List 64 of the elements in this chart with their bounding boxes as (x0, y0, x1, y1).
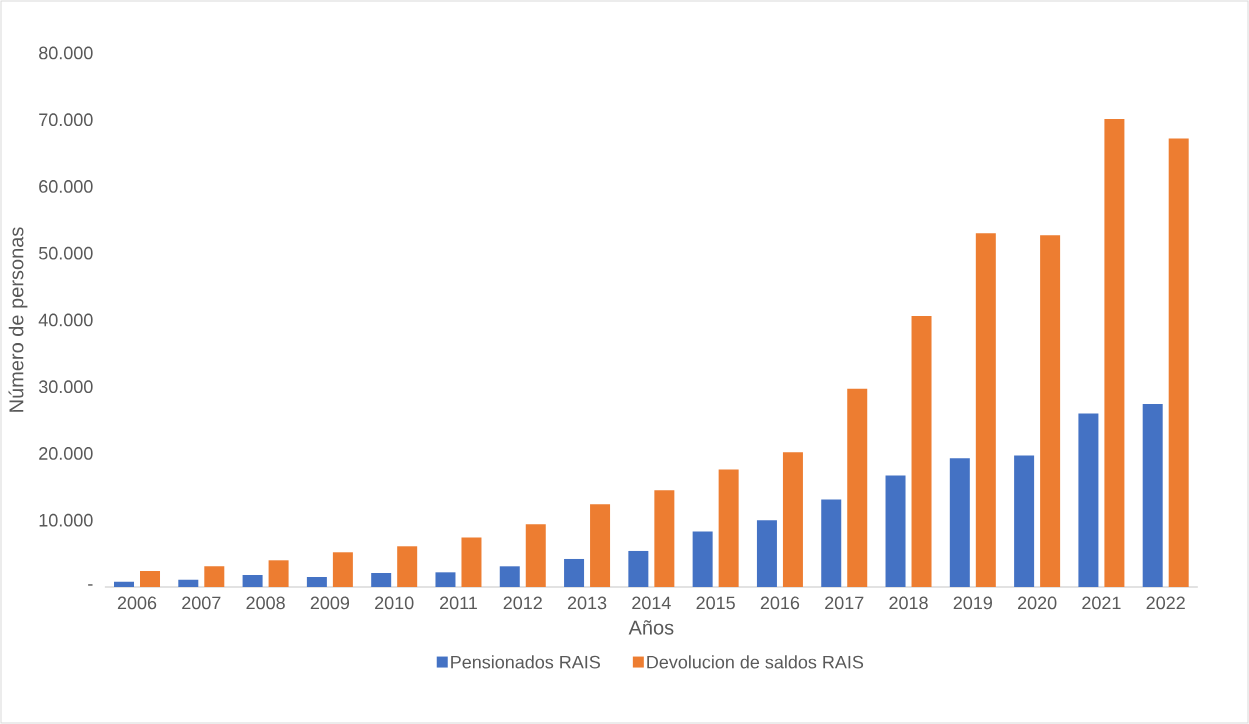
bar (525, 524, 546, 587)
bar (178, 579, 199, 587)
x-tick-label: 2020 (1018, 596, 1057, 610)
bar (821, 499, 842, 587)
x-tick-label: 2018 (889, 596, 928, 610)
y-tick-label: 40.000 (38, 313, 93, 327)
x-tick-label: 2022 (1146, 596, 1185, 610)
bar (692, 531, 713, 587)
bar (204, 566, 225, 587)
x-axis-title: Años (628, 620, 674, 635)
bar (975, 233, 996, 587)
y-tick-label: 80.000 (39, 46, 93, 60)
x-tick-label: 2011 (440, 596, 477, 610)
bar (461, 537, 482, 587)
x-tick-label: 2021 (1082, 596, 1121, 610)
bar (782, 452, 803, 587)
bar (435, 572, 456, 587)
bar (1078, 413, 1099, 587)
x-tick-label: 2019 (953, 596, 992, 610)
y-tick-label: - (88, 584, 93, 586)
bar (332, 552, 353, 587)
bar (590, 504, 611, 587)
bar (397, 546, 418, 587)
x-tick-label: 2015 (696, 596, 735, 610)
x-tick-label: 2007 (182, 596, 221, 610)
x-tick-label: 2014 (632, 596, 671, 610)
y-tick-label: 70.000 (39, 113, 93, 127)
x-tick-label: 2009 (310, 596, 350, 610)
bar (140, 570, 161, 587)
x-tick-label: 2013 (567, 596, 607, 610)
bar (847, 388, 868, 587)
y-tick-label: 30.000 (38, 380, 93, 394)
bar (756, 520, 777, 587)
bar (885, 475, 906, 587)
x-tick-label: 2008 (246, 596, 285, 610)
bar (911, 315, 932, 587)
bar (1168, 138, 1189, 587)
y-axis-title: Número de personas (8, 227, 28, 412)
y-tick-label: 10.000 (39, 513, 93, 527)
x-tick-label: 2017 (825, 596, 864, 610)
x-tick-label: 2012 (503, 596, 542, 610)
bar (499, 566, 520, 587)
bar (1040, 235, 1061, 587)
bar (242, 574, 263, 587)
bar (628, 550, 649, 587)
x-tick-label: 2006 (117, 596, 157, 610)
bar (1104, 119, 1125, 587)
x-tick-label: 2010 (375, 596, 414, 610)
legend-label: Pensionados RAIS (451, 655, 600, 669)
bar (306, 576, 327, 587)
bar (564, 558, 585, 587)
x-tick-label: 2016 (760, 596, 800, 610)
bar (268, 560, 289, 587)
bar (949, 458, 970, 587)
y-tick-label: 60.000 (39, 180, 93, 193)
bar (371, 572, 392, 587)
bar (1142, 404, 1163, 587)
bar (654, 490, 675, 587)
y-tick-label: 50.000 (38, 246, 93, 260)
bar (114, 581, 135, 587)
legend-label: Devolucion de saldos RAIS (647, 655, 864, 669)
y-tick-label: 20.000 (39, 447, 93, 460)
bar (718, 469, 739, 587)
bar (1014, 455, 1035, 587)
